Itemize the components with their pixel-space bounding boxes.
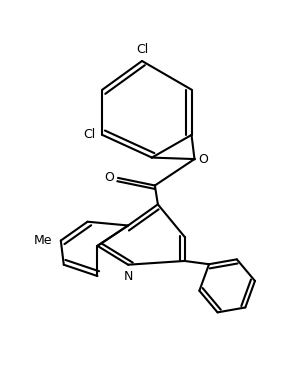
Text: O: O — [104, 171, 114, 184]
Text: O: O — [199, 153, 209, 166]
Text: N: N — [123, 270, 133, 283]
Text: Cl: Cl — [136, 43, 148, 56]
Text: Me: Me — [34, 234, 52, 247]
Text: Cl: Cl — [83, 128, 95, 141]
